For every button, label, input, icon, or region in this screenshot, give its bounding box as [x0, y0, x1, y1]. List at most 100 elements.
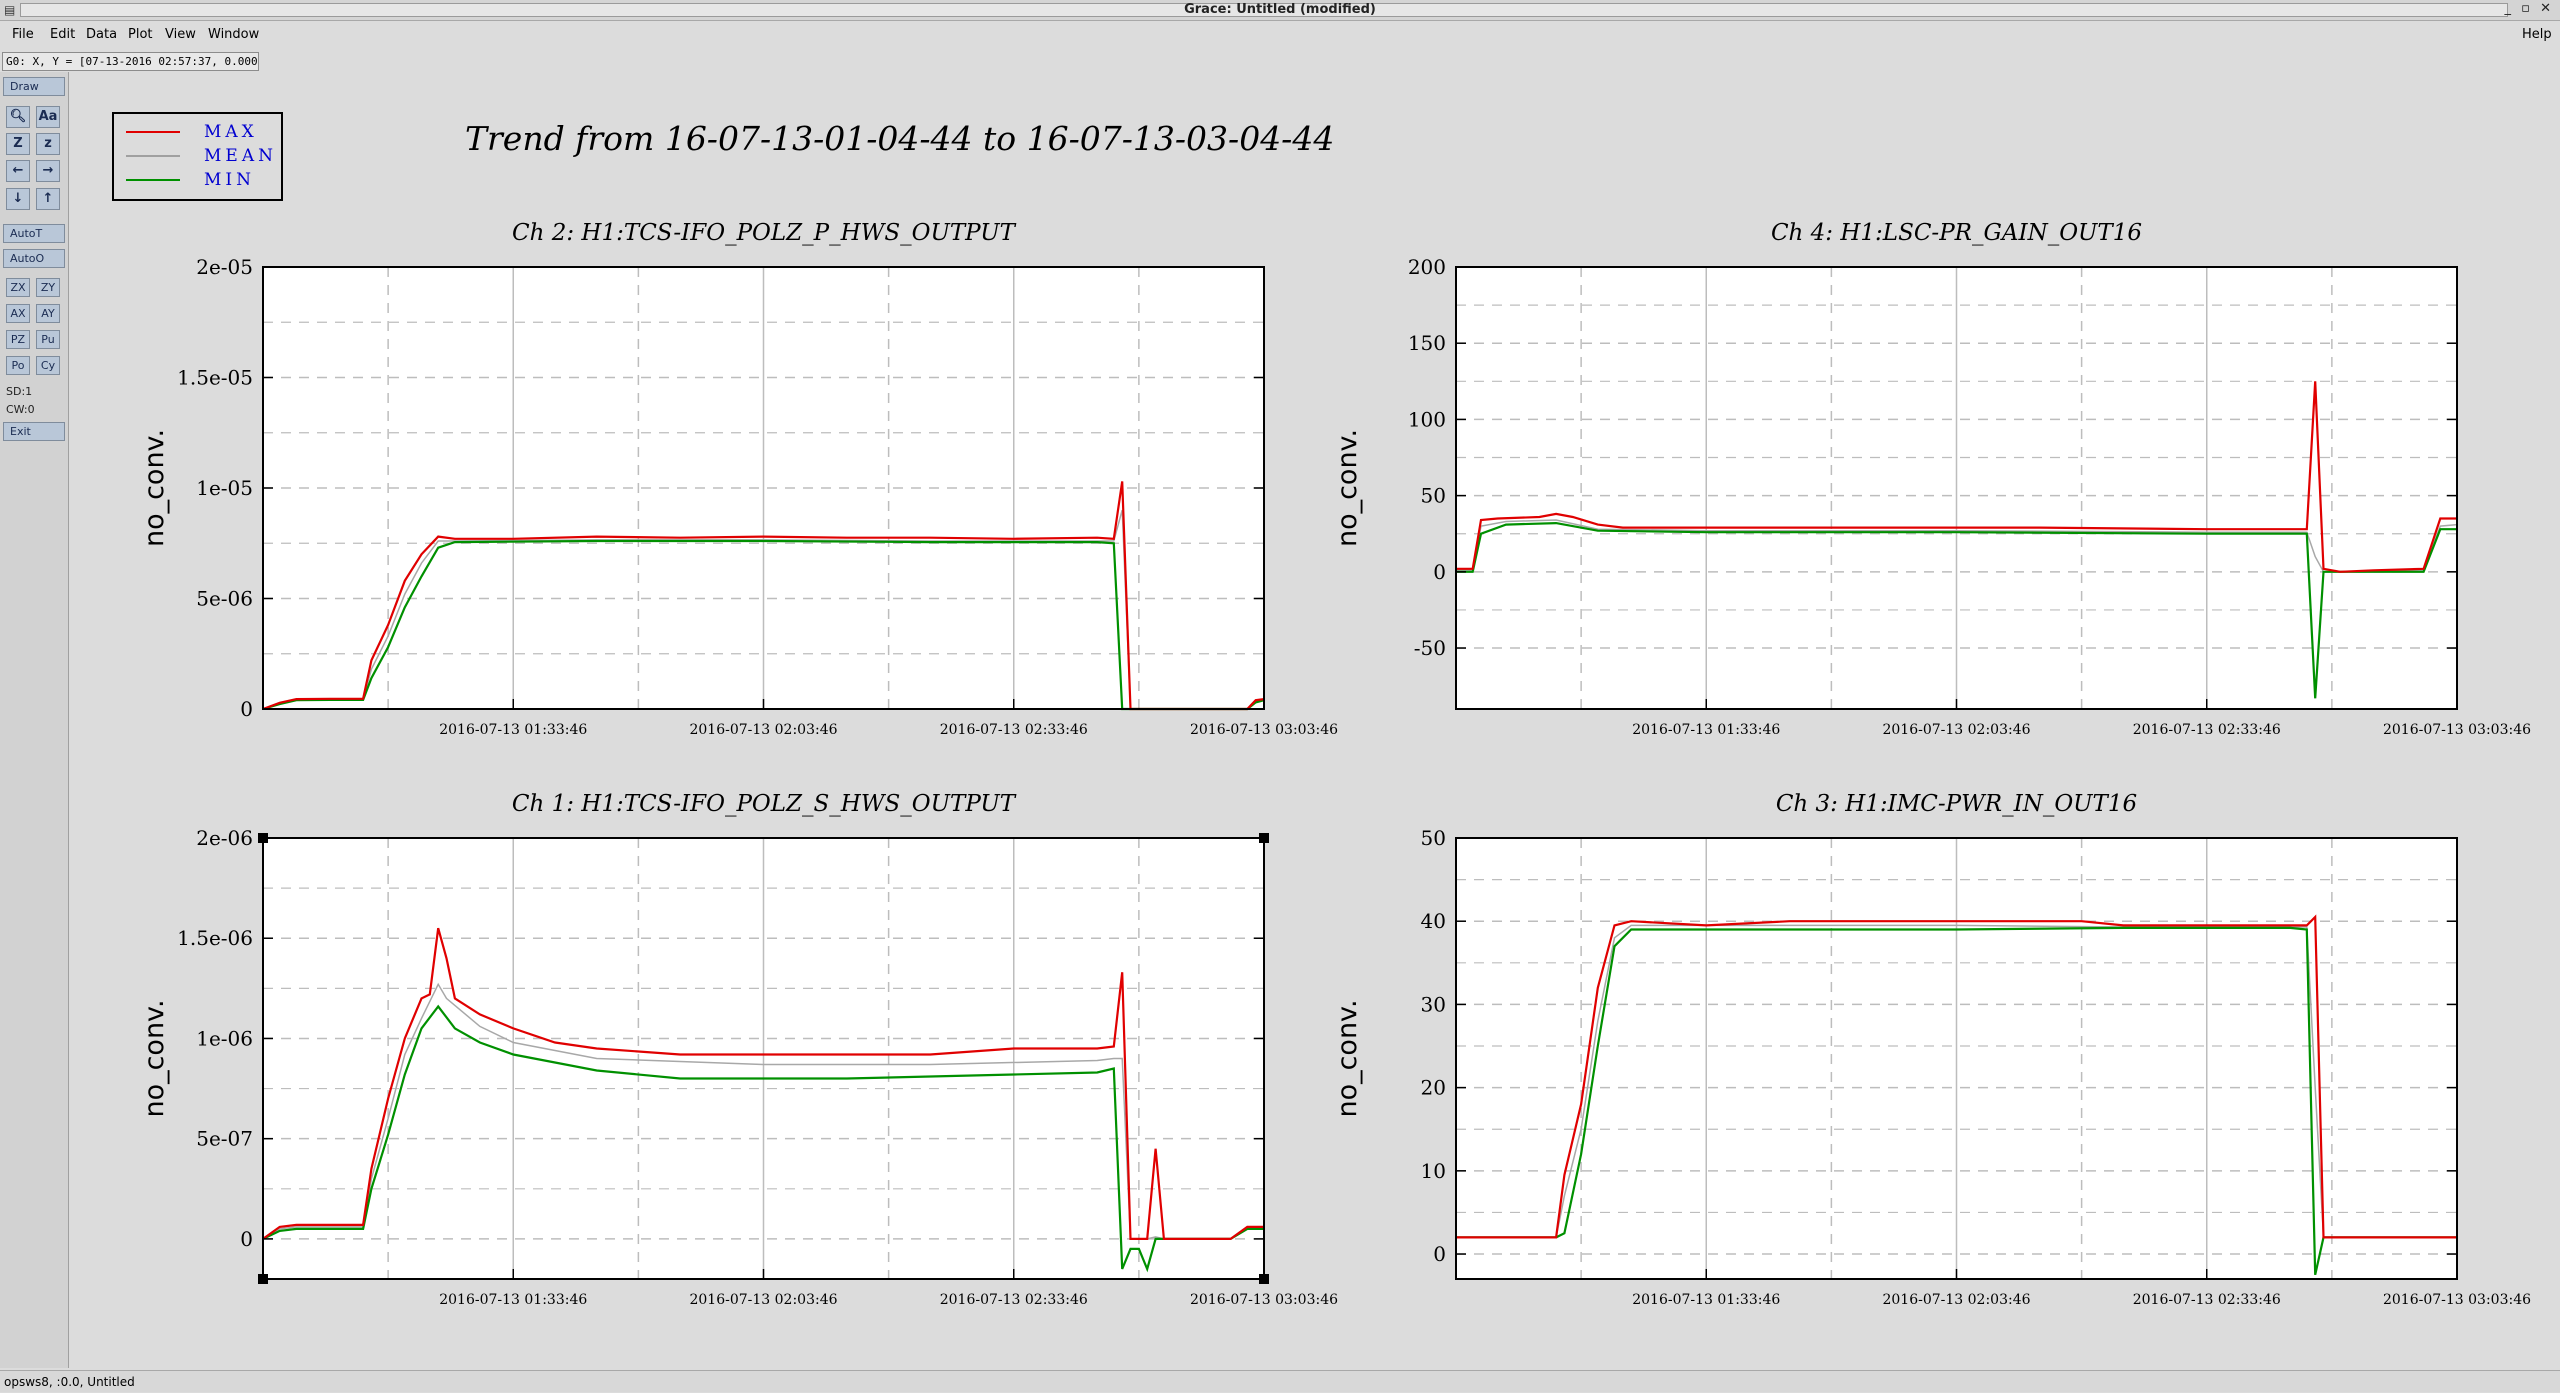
chart3-xtick-label: 2016-07-13 03:03:46 [1190, 1292, 1338, 1308]
chart4-xtick-label: 2016-07-13 02:33:46 [2133, 1292, 2281, 1308]
chart2-ytick-label: 0 [1433, 560, 1446, 584]
pz-button[interactable]: PZ [6, 330, 30, 349]
draw-button[interactable]: Draw [3, 77, 65, 96]
menu-plot[interactable]: Plot [128, 27, 153, 42]
status-bar: opsws8, :0.0, Untitled [0, 1370, 2560, 1392]
arrow-down-icon[interactable]: ↓ [6, 188, 30, 210]
menu-edit[interactable]: Edit [50, 27, 76, 42]
chart4-xtick-label: 2016-07-13 01:33:46 [1632, 1292, 1780, 1308]
graph-area[interactable]: Trend from 16-07-13-01-04-44 to 16-07-13… [70, 72, 2560, 1368]
chart1-xtick-label: 2016-07-13 03:03:46 [1190, 722, 1338, 738]
ax-button[interactable]: AX [6, 304, 30, 323]
titlebar-strip [20, 3, 2508, 17]
legend-line-mean [126, 155, 180, 157]
chart3-title: Ch 1: H1:TCS-IFO_POLZ_S_HWS_OUTPUT [512, 791, 1017, 817]
chart4-ytick-label: 40 [1421, 909, 1446, 933]
chart4-ytick-label: 0 [1433, 1242, 1446, 1266]
chart4-ytick-label: 10 [1421, 1159, 1446, 1183]
chart1-ytick-label: 5e-06 [196, 587, 253, 611]
menu-view[interactable]: View [165, 27, 196, 42]
chart1-ytick-label: 1e-05 [196, 476, 253, 500]
menu-file[interactable]: File [12, 27, 34, 42]
selection-handle [258, 833, 268, 843]
chart1-title: Ch 2: H1:TCS-IFO_POLZ_P_HWS_OUTPUT [512, 220, 1017, 246]
legend-box[interactable]: MAX MEAN MIN [112, 112, 283, 201]
chart4-xtick-label: 2016-07-13 02:03:46 [1882, 1292, 2030, 1308]
pu-button[interactable]: Pu [36, 330, 60, 349]
chart2-xtick-label: 2016-07-13 02:03:46 [1882, 722, 2030, 738]
menubar: File Edit Data Plot View Window Help [0, 22, 2560, 48]
chart1-ytick-label: 2e-05 [196, 255, 253, 279]
plot-canvas[interactable]: Trend from 16-07-13-01-04-44 to 16-07-13… [70, 72, 2560, 1368]
chart2-title: Ch 4: H1:LSC-PR_GAIN_OUT16 [1771, 220, 2142, 246]
chart2-xtick-label: 2016-07-13 02:33:46 [2133, 722, 2281, 738]
chart3-ytick-label: 0 [240, 1227, 253, 1251]
tool-panel: Draw 🔍︎ Aa Z z ← → ↓ ↑ AutoT AutoO ZX ZY… [0, 72, 69, 1368]
window-titlebar: ▤ Grace: Untitled (modified) _ ▫ ✕ [0, 0, 2560, 21]
exit-button[interactable]: Exit [3, 422, 65, 441]
chart1-xtick-label: 2016-07-13 02:33:46 [940, 722, 1088, 738]
window-control-buttons[interactable]: _ ▫ ✕ [2504, 1, 2554, 16]
chart2-series-min [1456, 521, 2457, 699]
text-icon[interactable]: Aa [36, 106, 60, 128]
chart4-series-mean [1456, 924, 2457, 1239]
arrow-right-icon[interactable]: → [36, 160, 60, 182]
chart1-ylabel: no_conv. [139, 429, 170, 547]
chart2-ytick-label: 50 [1421, 484, 1446, 508]
ay-button[interactable]: AY [36, 304, 60, 323]
window-menu-icon[interactable]: ▤ [4, 3, 16, 17]
chart2-xtick-label: 2016-07-13 01:33:46 [1632, 722, 1780, 738]
chart2-ytick-label: -50 [1414, 636, 1446, 660]
chart3-xtick-label: 2016-07-13 02:03:46 [689, 1292, 837, 1308]
chart3-ytick-label: 5e-07 [196, 1127, 253, 1151]
arrow-left-icon[interactable]: ← [6, 160, 30, 182]
selection-handle [258, 1274, 268, 1284]
chart3-xtick-label: 2016-07-13 01:33:46 [439, 1292, 587, 1308]
chart3-xtick-label: 2016-07-13 02:33:46 [940, 1292, 1088, 1308]
chart4-ylabel: no_conv. [1332, 999, 1363, 1117]
chart1-ytick-label: 1.5e-05 [177, 366, 253, 390]
chart2-ylabel: no_conv. [1332, 429, 1363, 547]
legend-entry-mean: MEAN [114, 144, 285, 168]
current-world-label: CW:0 [6, 403, 35, 416]
zy-button[interactable]: ZY [36, 278, 60, 297]
legend-line-min [126, 179, 180, 181]
chart2-ytick-label: 100 [1408, 407, 1446, 431]
chart2-xtick-label: 2016-07-13 03:03:46 [2383, 722, 2531, 738]
chart4-series-min [1456, 926, 2457, 1276]
chart4-ytick-label: 20 [1421, 1076, 1446, 1100]
selection-handle [1259, 1274, 1269, 1284]
menu-help[interactable]: Help [2522, 27, 2552, 42]
chart2-series-max [1456, 381, 2457, 573]
locator-readout: G0: X, Y = [07-13-2016 02:57:37, 0.00000… [2, 52, 259, 71]
chart3-ylabel: no_conv. [139, 999, 170, 1117]
menu-data[interactable]: Data [86, 27, 118, 42]
set-default-label: SD:1 [6, 385, 33, 398]
po-button[interactable]: Po [6, 356, 30, 375]
cy-button[interactable]: Cy [36, 356, 60, 375]
legend-label-min: MIN [204, 170, 255, 190]
zoom-small-icon[interactable]: z [36, 133, 60, 155]
legend-line-max [126, 131, 180, 133]
window-title: Grace: Untitled (modified) [1184, 2, 1376, 17]
chart3-series-max [262, 927, 1264, 1240]
selection-handle [1259, 833, 1269, 843]
chart2-ytick-label: 200 [1408, 255, 1446, 279]
arrow-up-icon[interactable]: ↑ [36, 188, 60, 210]
chart3-ytick-label: 1.5e-06 [177, 926, 253, 950]
legend-label-max: MAX [204, 122, 258, 142]
zoom-icon[interactable]: 🔍︎ [6, 106, 30, 128]
autoo-button[interactable]: AutoO [3, 249, 65, 268]
chart4-title: Ch 3: H1:IMC-PWR_IN_OUT16 [1776, 791, 2137, 817]
chart3-series-mean [262, 982, 1264, 1240]
main-title: Trend from 16-07-13-01-04-44 to 16-07-13… [465, 119, 1334, 158]
chart3-ytick-label: 2e-06 [196, 826, 253, 850]
chart4-ytick-label: 30 [1421, 992, 1446, 1016]
zoom-large-icon[interactable]: Z [6, 133, 30, 155]
chart1-ytick-label: 0 [240, 697, 253, 721]
legend-entry-min: MIN [114, 168, 285, 192]
zx-button[interactable]: ZX [6, 278, 30, 297]
chart4-series-max [1456, 914, 2457, 1239]
menu-window[interactable]: Window [208, 27, 260, 42]
autot-button[interactable]: AutoT [3, 224, 65, 243]
